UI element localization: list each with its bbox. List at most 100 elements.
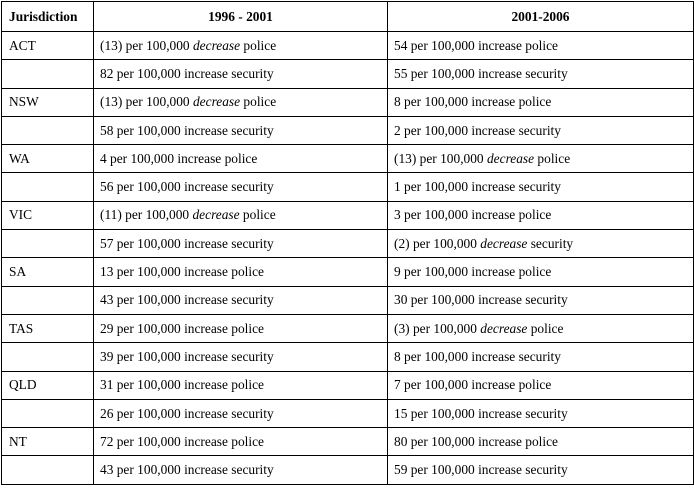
rate-text: (3) per 100,000 bbox=[394, 320, 481, 336]
table-row: SA 13 per 100,000 increase police 9 per 10… bbox=[1, 257, 694, 287]
category-text: security bbox=[227, 462, 274, 478]
change-direction-text: increase bbox=[478, 65, 522, 81]
table-row: 56 per 100,000 increase security 1 per 10… bbox=[1, 172, 694, 202]
rate-text: 82 per 100,000 bbox=[100, 65, 185, 81]
category-text: police bbox=[534, 150, 571, 166]
jurisdiction-cell: ACT bbox=[1, 30, 94, 61]
change-direction-text: increase bbox=[177, 150, 222, 166]
category-text: police bbox=[515, 94, 552, 110]
change-direction-text: decrease bbox=[192, 37, 241, 53]
change-direction-text: increase bbox=[184, 264, 228, 280]
change-direction-text: increase bbox=[478, 433, 522, 449]
jurisdiction-cell bbox=[1, 455, 94, 485]
rate-text: 55 per 100,000 bbox=[394, 65, 479, 81]
change-direction-text: increase bbox=[184, 292, 228, 308]
category-text: police bbox=[227, 433, 265, 449]
jurisdiction-cell: VIC bbox=[1, 200, 94, 231]
change-direction-text: increase bbox=[184, 405, 228, 421]
change-direction-text: increase bbox=[184, 179, 228, 195]
table-row: 58 per 100,000 increase security 2 per 10… bbox=[1, 115, 694, 146]
period-1996-2001-cell: (13) per 100,000 decrease police bbox=[93, 87, 388, 117]
category-text: police bbox=[227, 264, 265, 280]
category-text: security bbox=[521, 292, 568, 308]
category-text: security bbox=[227, 65, 274, 81]
change-direction-text: decrease bbox=[192, 94, 241, 110]
category-text: police bbox=[515, 377, 552, 393]
table-row: NSW (13) per 100,000 decrease police 8 per… bbox=[1, 87, 694, 117]
change-direction-text: increase bbox=[184, 462, 228, 478]
period-1996-2001-cell: (13) per 100,000 decrease police bbox=[93, 30, 388, 61]
jurisdiction-cell bbox=[1, 398, 94, 429]
category-text: security bbox=[515, 122, 561, 138]
change-direction-text: decrease bbox=[480, 320, 528, 336]
change-direction-text: increase bbox=[184, 433, 228, 449]
period-1996-2001-cell: 13 per 100,000 increase police bbox=[93, 257, 388, 287]
table-row: VIC (11) per 100,000 decrease police 3 per… bbox=[1, 200, 694, 231]
table-row: 82 per 100,000 increase security 55 per 1… bbox=[1, 59, 694, 89]
rate-text: (13) per 100,000 bbox=[100, 94, 193, 110]
rate-text: 54 per 100,000 bbox=[394, 37, 479, 53]
period-2001-2006-cell: 1 per 100,000 increase security bbox=[387, 172, 694, 202]
category-text: security bbox=[227, 122, 274, 138]
change-direction-text: increase bbox=[184, 235, 228, 251]
change-direction-text: increase bbox=[184, 320, 228, 336]
rate-text: 72 per 100,000 bbox=[100, 433, 185, 449]
jurisdiction-cell: WA bbox=[1, 144, 94, 174]
category-text: police bbox=[515, 264, 552, 280]
category-text: police bbox=[239, 207, 276, 223]
table-row: ACT (13) per 100,000 decrease police 54 pe… bbox=[1, 30, 694, 61]
rate-text: (11) per 100,000 bbox=[100, 207, 193, 223]
category-text: security bbox=[227, 292, 274, 308]
rate-text: (13) per 100,000 bbox=[394, 150, 487, 166]
period-2001-2006-cell: 8 per 100,000 increase security bbox=[387, 342, 694, 372]
rate-text: 8 per 100,000 bbox=[394, 348, 472, 364]
rate-text: 43 per 100,000 bbox=[100, 462, 185, 478]
rate-text: 2 per 100,000 bbox=[394, 122, 472, 138]
table-row: WA 4 per 100,000 increase police (13) per … bbox=[1, 144, 694, 174]
category-text: police bbox=[240, 94, 277, 110]
table-row: 39 per 100,000 increase security 8 per 10… bbox=[1, 342, 694, 372]
table-row: NT 72 per 100,000 increase police 80 per 1… bbox=[1, 427, 694, 457]
category-text: police bbox=[521, 433, 559, 449]
category-text: security bbox=[227, 179, 274, 195]
period-1996-2001-cell: 57 per 100,000 increase security bbox=[93, 229, 388, 259]
jurisdiction-cell bbox=[1, 172, 94, 202]
rate-text: 80 per 100,000 bbox=[394, 433, 479, 449]
change-direction-text: increase bbox=[184, 377, 228, 393]
change-direction-text: decrease bbox=[480, 235, 528, 251]
jurisdiction-cell: NSW bbox=[1, 87, 94, 117]
table-row: 43 per 100,000 increase security 59 per 1… bbox=[1, 455, 694, 485]
period-2001-2006-cell: 8 per 100,000 increase police bbox=[387, 87, 694, 117]
period-2001-2006-cell: 55 per 100,000 increase security bbox=[387, 59, 694, 89]
category-text: security bbox=[521, 462, 568, 478]
period-1996-2001-cell: 43 per 100,000 increase security bbox=[93, 455, 388, 485]
category-text: security bbox=[227, 348, 274, 364]
category-text: security bbox=[521, 405, 568, 421]
rate-text: 56 per 100,000 bbox=[100, 179, 185, 195]
period-2001-2006-cell: 7 per 100,000 increase police bbox=[387, 370, 694, 400]
category-text: security bbox=[521, 65, 568, 81]
period-1996-2001-cell: (11) per 100,000 decrease police bbox=[93, 200, 388, 231]
rate-text: (2) per 100,000 bbox=[394, 235, 481, 251]
period-2001-2006-cell: 15 per 100,000 increase security bbox=[387, 398, 694, 429]
header-period-1996-2001: 1996 - 2001 bbox=[93, 1, 388, 32]
change-direction-text: decrease bbox=[192, 207, 240, 223]
rate-text: 58 per 100,000 bbox=[100, 122, 185, 138]
header-row: Jurisdiction 1996 - 2001 2001-2006 bbox=[1, 1, 694, 32]
change-direction-text: increase bbox=[184, 122, 228, 138]
change-direction-text: increase bbox=[184, 348, 228, 364]
change-direction-text: increase bbox=[471, 94, 516, 110]
change-direction-text: increase bbox=[478, 292, 522, 308]
category-text: police bbox=[221, 150, 258, 166]
period-1996-2001-cell: 72 per 100,000 increase police bbox=[93, 427, 388, 457]
period-1996-2001-cell: 56 per 100,000 increase security bbox=[93, 172, 388, 202]
rate-text: 29 per 100,000 bbox=[100, 320, 185, 336]
jurisdiction-cell: QLD bbox=[1, 370, 94, 400]
rate-text: 7 per 100,000 bbox=[394, 377, 472, 393]
rate-text: 57 per 100,000 bbox=[100, 235, 185, 251]
jurisdiction-cell bbox=[1, 229, 94, 259]
period-2001-2006-cell: 9 per 100,000 increase police bbox=[387, 257, 694, 287]
jurisdiction-cell: SA bbox=[1, 257, 94, 287]
rate-text: 8 per 100,000 bbox=[394, 94, 472, 110]
